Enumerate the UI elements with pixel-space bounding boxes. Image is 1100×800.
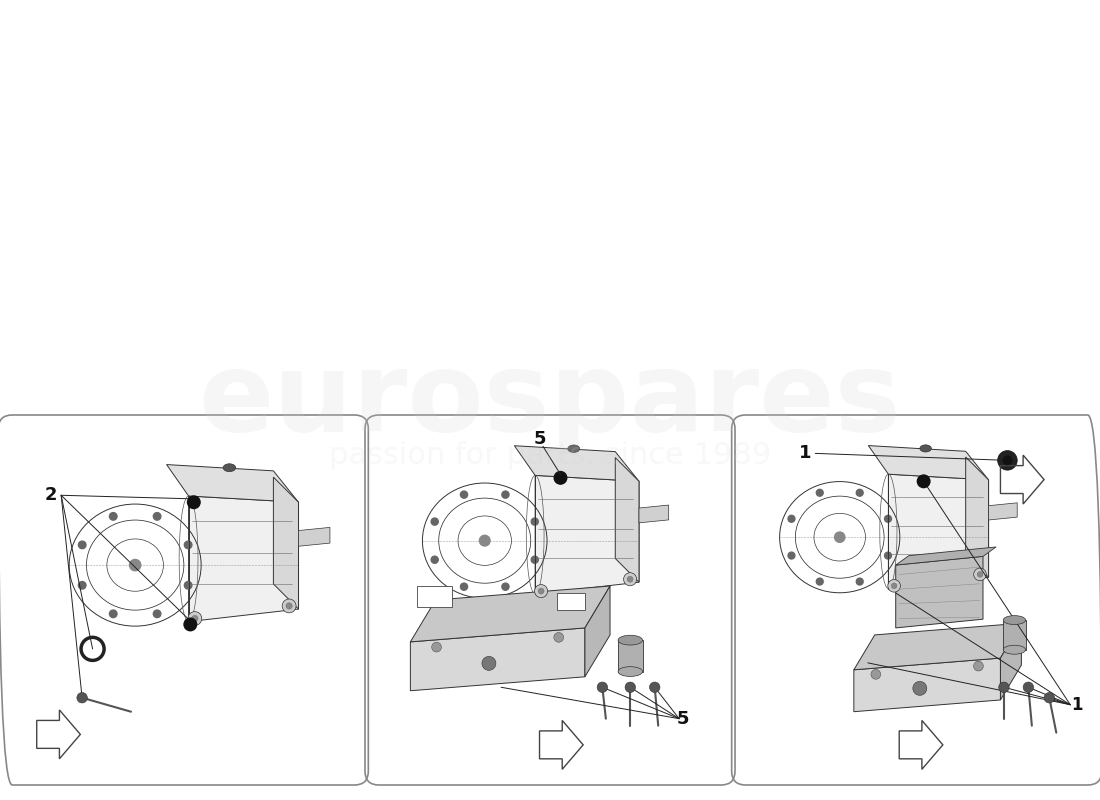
Circle shape <box>431 556 438 563</box>
Polygon shape <box>966 457 989 578</box>
Circle shape <box>153 610 161 618</box>
Circle shape <box>553 633 563 642</box>
Circle shape <box>624 573 637 586</box>
Polygon shape <box>585 586 611 677</box>
Circle shape <box>480 535 491 546</box>
Circle shape <box>286 602 293 609</box>
Ellipse shape <box>1003 646 1025 654</box>
FancyBboxPatch shape <box>1003 620 1025 650</box>
Polygon shape <box>868 446 989 480</box>
Circle shape <box>998 450 1018 470</box>
Circle shape <box>110 513 117 520</box>
Polygon shape <box>298 527 330 546</box>
Circle shape <box>788 552 795 559</box>
Circle shape <box>502 491 509 498</box>
Ellipse shape <box>618 666 642 677</box>
Circle shape <box>816 490 823 496</box>
Circle shape <box>884 552 891 559</box>
Circle shape <box>187 496 200 509</box>
FancyBboxPatch shape <box>618 640 642 671</box>
FancyBboxPatch shape <box>417 586 452 607</box>
Circle shape <box>431 518 438 525</box>
Circle shape <box>871 670 881 679</box>
Ellipse shape <box>618 635 642 645</box>
Polygon shape <box>895 556 983 628</box>
Circle shape <box>1044 693 1055 703</box>
Circle shape <box>913 682 927 695</box>
Polygon shape <box>515 446 639 482</box>
Polygon shape <box>989 503 1018 520</box>
Circle shape <box>184 618 197 630</box>
Circle shape <box>856 578 864 585</box>
Polygon shape <box>615 458 639 582</box>
Circle shape <box>502 583 509 590</box>
Circle shape <box>185 541 191 549</box>
Circle shape <box>482 656 496 670</box>
Circle shape <box>531 518 538 525</box>
Circle shape <box>597 682 607 693</box>
Ellipse shape <box>223 464 235 472</box>
Text: eurospares: eurospares <box>199 346 901 454</box>
Circle shape <box>153 513 161 520</box>
Polygon shape <box>410 586 610 642</box>
Circle shape <box>1003 456 1012 465</box>
Polygon shape <box>895 547 997 565</box>
Circle shape <box>1023 682 1034 693</box>
Circle shape <box>788 515 795 522</box>
Circle shape <box>78 541 86 549</box>
Circle shape <box>538 588 544 594</box>
Circle shape <box>884 515 891 522</box>
Text: 1: 1 <box>799 444 811 462</box>
Ellipse shape <box>1003 616 1025 625</box>
Text: 5: 5 <box>676 710 689 728</box>
Circle shape <box>191 615 198 622</box>
Polygon shape <box>1000 623 1022 700</box>
Circle shape <box>554 471 566 484</box>
Polygon shape <box>410 628 585 690</box>
Text: 1: 1 <box>1071 696 1083 714</box>
Circle shape <box>977 571 982 578</box>
Circle shape <box>888 579 901 592</box>
Circle shape <box>649 682 660 693</box>
Circle shape <box>835 532 845 542</box>
Circle shape <box>816 578 823 585</box>
Polygon shape <box>536 475 639 594</box>
Circle shape <box>999 682 1009 693</box>
Ellipse shape <box>920 445 932 452</box>
Circle shape <box>110 610 117 618</box>
Polygon shape <box>854 658 1000 712</box>
FancyBboxPatch shape <box>557 593 585 610</box>
Text: 2: 2 <box>44 486 57 504</box>
Circle shape <box>431 642 441 652</box>
Circle shape <box>535 585 548 598</box>
Circle shape <box>974 568 987 581</box>
Polygon shape <box>188 496 298 622</box>
Text: passion for parts. since 1989: passion for parts. since 1989 <box>329 442 771 470</box>
Circle shape <box>974 662 983 671</box>
Polygon shape <box>854 623 1022 670</box>
Polygon shape <box>639 505 669 523</box>
Circle shape <box>461 583 468 590</box>
Circle shape <box>856 490 864 496</box>
Circle shape <box>188 611 201 626</box>
Polygon shape <box>889 474 989 589</box>
Circle shape <box>283 599 296 613</box>
Circle shape <box>917 475 930 488</box>
Circle shape <box>891 583 896 589</box>
Circle shape <box>77 693 87 703</box>
Polygon shape <box>274 477 298 609</box>
Ellipse shape <box>568 445 580 452</box>
Circle shape <box>185 582 191 589</box>
Polygon shape <box>166 465 298 502</box>
Circle shape <box>130 559 141 570</box>
Text: 5: 5 <box>534 430 546 449</box>
Circle shape <box>627 576 634 582</box>
Circle shape <box>78 582 86 589</box>
Circle shape <box>461 491 468 498</box>
Circle shape <box>625 682 636 693</box>
Circle shape <box>531 556 538 563</box>
